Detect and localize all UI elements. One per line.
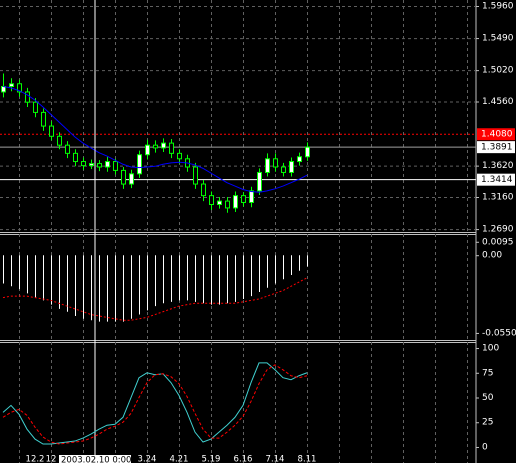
candle-body xyxy=(73,152,78,163)
x-tick-label: 3.24 xyxy=(138,455,157,463)
candle-body xyxy=(193,166,198,185)
candle-body xyxy=(249,190,254,203)
candle-body xyxy=(129,173,134,185)
candle-body xyxy=(113,161,118,171)
candle-body xyxy=(257,171,262,192)
candle-body xyxy=(121,169,126,185)
candle-body xyxy=(65,144,70,154)
candle-body xyxy=(9,83,14,87)
candle-body xyxy=(17,83,22,93)
y-tick-label: 1.5020 xyxy=(482,66,514,76)
candle-body xyxy=(49,125,54,137)
candle-body xyxy=(265,158,270,173)
candle-body xyxy=(209,195,214,206)
x-tick-label: 12 xyxy=(46,455,57,463)
candle-body xyxy=(97,163,102,168)
crosshair-label-box xyxy=(477,173,515,186)
y-tick-label: 1.2690 xyxy=(482,225,514,235)
x-tick-label: 5.19 xyxy=(202,455,221,463)
y-tick-label: 1.3160 xyxy=(482,193,514,203)
candle-body xyxy=(217,200,222,206)
x-tick-label: 6.16 xyxy=(234,455,253,463)
macd-signal xyxy=(2,277,308,321)
y-tick-label: 1.3620 xyxy=(482,161,514,171)
candle-body xyxy=(281,166,286,173)
y-tick-label: 25 xyxy=(482,418,493,428)
candle-body xyxy=(225,200,230,209)
x-tick-label: 4.21 xyxy=(170,455,189,463)
x-crosshair-label: 2003.02.10 0:00 xyxy=(61,456,131,463)
moving-average xyxy=(2,86,308,193)
stoch-signal xyxy=(2,364,308,445)
y-tick-label: 1.5960 xyxy=(482,2,514,12)
crosshair-label: 1.3414 xyxy=(481,175,513,185)
candle-body xyxy=(289,161,294,173)
candle-body xyxy=(273,158,278,168)
candle-body xyxy=(233,195,238,209)
x-crosshair-box xyxy=(59,455,131,463)
candle-body xyxy=(201,183,206,197)
candle-body xyxy=(297,156,302,163)
candle-body xyxy=(153,144,158,149)
level-label: 1.4080 xyxy=(481,130,513,140)
x-tick-label: 8.11 xyxy=(298,455,317,463)
x-tick-label: 7.14 xyxy=(266,455,285,463)
candle-body xyxy=(41,111,46,127)
y-tick-label: 100 xyxy=(482,344,499,354)
y-tick-label: 0 xyxy=(482,442,488,452)
y-tick-label: 0.00 xyxy=(482,251,502,261)
candle-body xyxy=(305,146,310,158)
candle-body xyxy=(169,142,174,154)
candle-body xyxy=(241,195,246,203)
candle-body xyxy=(137,154,142,175)
y-tick-label: 1.4560 xyxy=(482,97,514,107)
y-tick-label: 75 xyxy=(482,368,493,378)
bid-label: 1.3891 xyxy=(481,143,513,153)
bid-label-box xyxy=(477,141,515,154)
y-tick-label: 50 xyxy=(482,393,494,403)
stoch-main xyxy=(2,362,308,445)
y-tick-label: 0.0095 xyxy=(482,237,514,247)
level-label-box xyxy=(477,128,515,141)
candle-body xyxy=(89,163,94,167)
candle-body xyxy=(33,101,38,113)
x-tick-label: 12.2 xyxy=(26,455,45,463)
candle-body xyxy=(145,144,150,156)
y-tick-label: -0.0550 xyxy=(482,328,516,338)
candle-body xyxy=(25,91,30,103)
y-tick-label: 1.5490 xyxy=(482,34,514,44)
candle-body xyxy=(161,142,166,149)
candle-body xyxy=(57,135,62,146)
candle-body xyxy=(105,161,110,168)
candle-body xyxy=(81,161,86,167)
candle-body xyxy=(177,152,182,160)
